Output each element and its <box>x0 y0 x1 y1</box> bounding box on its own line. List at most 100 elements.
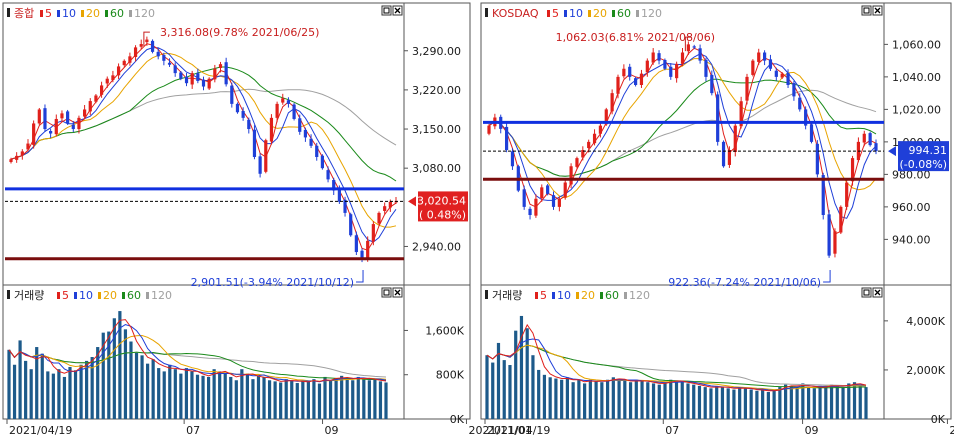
volume-bar <box>151 359 155 419</box>
volume-bar <box>600 382 604 419</box>
ma-legend-label: 20 <box>103 289 117 302</box>
volume-bar <box>146 363 150 419</box>
candle-body <box>196 73 200 81</box>
candle-body <box>680 52 685 64</box>
candle-body <box>66 111 70 124</box>
candle-body <box>540 187 544 199</box>
volume-bar <box>351 380 355 419</box>
close-icon[interactable] <box>392 287 403 298</box>
ma-legend-swatch <box>535 292 538 299</box>
close-icon[interactable] <box>872 5 883 16</box>
candle <box>651 48 655 65</box>
candle <box>298 114 302 135</box>
ma-legend-swatch <box>564 10 567 17</box>
candle-body <box>809 124 814 142</box>
close-icon[interactable] <box>872 287 883 298</box>
volume-bar <box>57 369 61 419</box>
maximize-icon[interactable] <box>861 287 872 298</box>
volume-bar <box>267 380 272 419</box>
candle <box>371 221 375 246</box>
ma-legend-swatch <box>98 292 101 299</box>
candle-body <box>281 98 285 103</box>
candle-body <box>43 108 47 130</box>
maximize-icon[interactable] <box>861 5 872 16</box>
candle-body <box>320 155 324 169</box>
ma-legend-label: 120 <box>641 7 662 20</box>
candle <box>383 202 387 214</box>
volume-legend: 거래량 5 10 20 60 120 <box>7 289 172 302</box>
candle-body <box>71 124 75 130</box>
candle <box>116 63 121 80</box>
volume-bar <box>206 376 211 419</box>
volume-bar <box>588 379 592 419</box>
candle-body <box>751 60 755 75</box>
candle-body <box>32 123 36 145</box>
volume-bar <box>692 384 696 419</box>
y-tick-label: 1,040.00 <box>892 71 941 84</box>
y-tick-label: 3,150.00 <box>412 123 461 136</box>
icon-frame <box>861 287 872 298</box>
candle <box>616 74 620 99</box>
volume-bar <box>519 315 524 419</box>
volume-bar <box>738 387 742 419</box>
candle-body <box>122 60 126 66</box>
volume-bar <box>29 369 33 419</box>
volume-bar <box>611 377 615 419</box>
candle-body <box>604 109 608 125</box>
candle <box>645 58 649 77</box>
candle <box>504 122 509 153</box>
candle <box>628 63 632 81</box>
volume-bar <box>51 373 55 419</box>
maximize-icon[interactable] <box>381 5 392 16</box>
candle-body <box>15 155 19 160</box>
candle-body <box>111 75 115 81</box>
candle <box>377 211 381 225</box>
volume-bar <box>491 362 495 419</box>
ma-legend-label: 5 <box>552 7 559 20</box>
volume-bar <box>334 378 338 419</box>
volume-bar <box>565 377 569 419</box>
close-icon[interactable] <box>392 5 403 16</box>
candle <box>727 146 732 168</box>
volume-bar <box>201 375 205 419</box>
volume-bar <box>743 388 748 419</box>
x-tick-label: 2021/04/19 <box>9 424 72 435</box>
candle-body <box>377 212 381 224</box>
candle <box>528 206 532 220</box>
legend-marker <box>485 8 488 17</box>
candle <box>874 139 878 155</box>
volume-bar <box>812 388 816 419</box>
candle <box>94 93 98 104</box>
candle-body <box>49 130 53 134</box>
candle-body <box>150 40 155 52</box>
candle <box>241 107 245 121</box>
candle <box>184 73 189 87</box>
candle <box>780 72 784 80</box>
ma20-line <box>10 52 397 228</box>
candle <box>326 166 330 183</box>
kosdaq-panel: KOSDAQ 5 10 20 60 120 거래량 5 10 20 60 120 1,060.00 1,0… <box>480 2 954 437</box>
high-marker <box>684 36 692 52</box>
candle-body <box>145 39 149 43</box>
candle <box>698 44 702 64</box>
current-change-label: (-0.08%) <box>900 158 948 171</box>
high-annotation: 3,316.08(9.78% 2021/06/25) <box>160 26 319 39</box>
candle <box>286 97 291 108</box>
candle-body <box>88 101 92 112</box>
candle <box>133 45 138 62</box>
maximize-icon[interactable] <box>381 287 392 298</box>
volume-bar <box>123 329 128 419</box>
candle-body <box>675 63 679 79</box>
candle <box>213 64 217 83</box>
volume-bar <box>542 374 547 419</box>
volume-bar <box>709 388 713 419</box>
volume-bar <box>35 347 39 419</box>
y-tick-label: 3,220.00 <box>412 84 461 97</box>
candle-body <box>207 78 211 89</box>
candle-body <box>868 133 872 146</box>
candle-body <box>874 143 878 152</box>
candle <box>15 152 19 163</box>
candle-body <box>303 129 308 138</box>
volume-bar <box>663 382 667 419</box>
volume-tick-label: 800K <box>436 369 465 382</box>
